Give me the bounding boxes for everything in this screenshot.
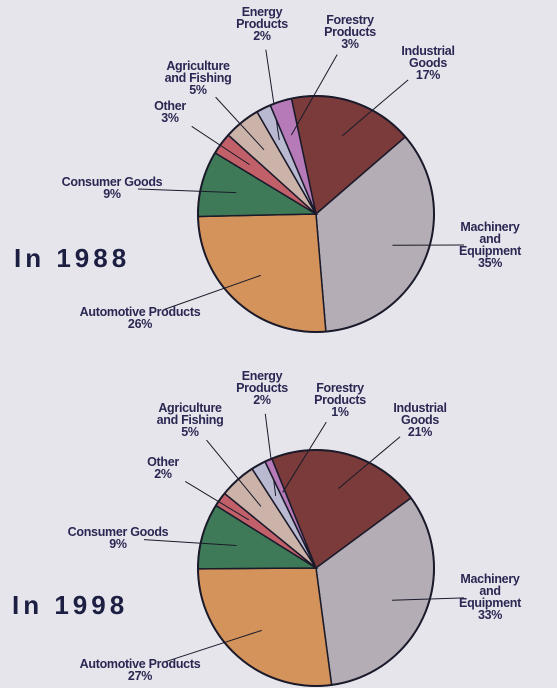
slice-label: Industrial Goods 17%	[401, 44, 455, 82]
slice-value: 26%	[127, 317, 153, 331]
leader-line	[342, 79, 409, 137]
slice-label: Other 2%	[147, 455, 179, 481]
pie-outline	[197, 95, 435, 333]
slice-name: Forestry Products	[324, 13, 376, 39]
leader-line	[206, 439, 262, 507]
slice-name: Other	[147, 455, 179, 469]
slice-value: 5%	[189, 83, 207, 97]
leader-line	[392, 597, 465, 601]
leader-line	[282, 421, 327, 493]
slice-label: Machinery and Equipment 35%	[457, 220, 524, 270]
slice-label: Consumer Goods 9%	[61, 175, 163, 201]
slice-label: Energy Products 2%	[236, 369, 288, 407]
slice-value: 9%	[103, 187, 121, 201]
slice-value: 9%	[109, 537, 127, 551]
slice-name: Machinery and Equipment	[459, 572, 521, 610]
slice-name: Other	[154, 99, 186, 113]
slice-name: Agriculture and Fishing	[164, 59, 232, 85]
slice-name: Industrial Goods	[401, 44, 455, 70]
slice-name: Forestry Products	[314, 381, 366, 407]
slice-value: 2%	[154, 467, 172, 481]
slice-label: Forestry Products 1%	[314, 381, 366, 419]
slice-name: Energy Products	[236, 5, 288, 31]
slice-label: Machinery and Equipment 33%	[457, 572, 524, 622]
slice-label: Automotive Products 26%	[79, 305, 201, 331]
slice-value: 21%	[407, 425, 433, 439]
leader-line	[164, 274, 261, 310]
slice-value: 33%	[477, 608, 503, 622]
chart-title: In 1998	[12, 590, 129, 620]
slice-label: Agriculture and Fishing 5%	[164, 59, 232, 97]
slice-value: 2%	[253, 393, 271, 407]
slice-name: Consumer Goods	[67, 525, 169, 539]
slice-value: 3%	[161, 111, 179, 125]
slice-label: Industrial Goods 21%	[393, 401, 447, 439]
slice-name: Machinery and Equipment	[459, 220, 521, 258]
leader-line	[164, 629, 262, 663]
pie-slice	[197, 567, 333, 687]
slice-name: Agriculture and Fishing	[156, 401, 224, 427]
slice-label: Automotive Products 27%	[79, 657, 201, 683]
slice-name: Consumer Goods	[61, 175, 163, 189]
slice-name: Industrial Goods	[393, 401, 447, 427]
slice-name: Automotive Products	[79, 305, 201, 319]
slice-label: Forestry Products 3%	[324, 13, 376, 51]
slice-label: Agriculture and Fishing 5%	[156, 401, 224, 439]
pie-outline	[197, 449, 435, 687]
slice-value: 3%	[341, 37, 359, 51]
slice-value: 2%	[253, 29, 271, 43]
slice-label: Energy Products 2%	[236, 5, 288, 43]
slice-name: Energy Products	[236, 369, 288, 395]
leader-line	[265, 49, 280, 141]
leader-line	[184, 481, 250, 521]
slice-label: Other 3%	[154, 99, 186, 125]
slice-value: 1%	[331, 405, 349, 419]
slice-value: 35%	[477, 256, 503, 270]
slice-label: Consumer Goods 9%	[67, 525, 169, 551]
leader-line	[143, 539, 237, 547]
slice-value: 17%	[415, 68, 441, 82]
slice-value: 5%	[181, 425, 199, 439]
leader-line	[137, 188, 237, 194]
leader-line	[290, 54, 338, 136]
leader-line	[264, 413, 277, 496]
slice-value: 27%	[127, 669, 153, 683]
pie-slice	[197, 213, 327, 333]
slice-name: Automotive Products	[79, 657, 201, 671]
chart-title: In 1988	[14, 243, 131, 273]
